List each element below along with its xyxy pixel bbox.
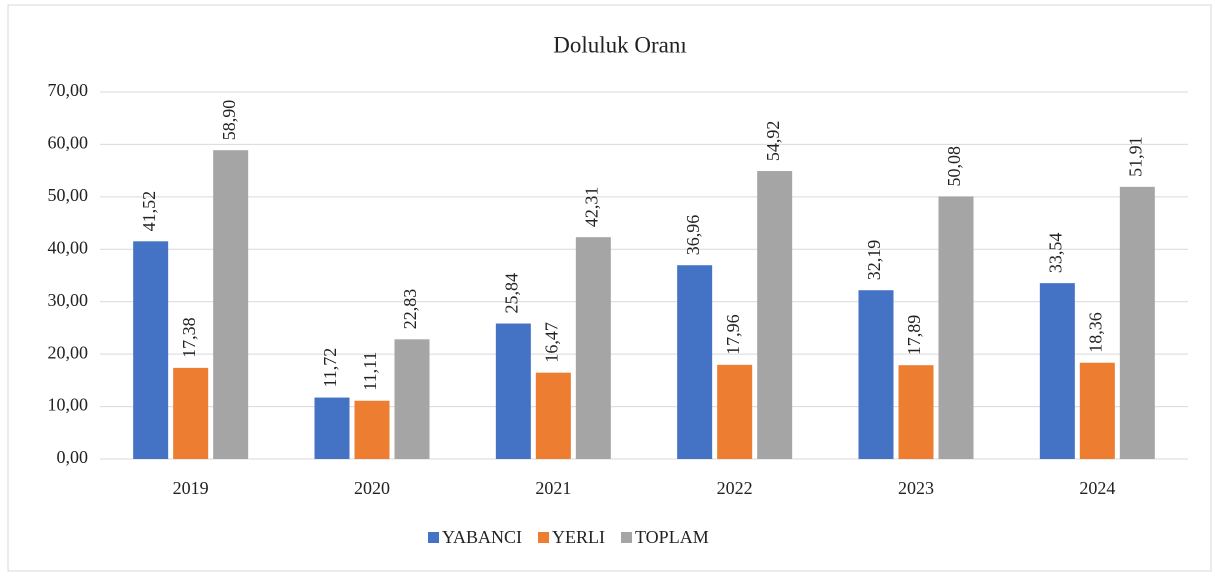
y-tick-label: 40,00	[48, 237, 89, 257]
y-tick-label: 70,00	[48, 80, 89, 100]
data-label: 17,38	[179, 317, 199, 358]
bar	[898, 365, 934, 459]
data-label: 11,72	[320, 348, 340, 388]
data-label: 36,96	[683, 215, 703, 256]
chart-title: Doluluk Oranı	[553, 32, 687, 57]
bar	[1039, 283, 1075, 459]
data-label: 41,52	[139, 191, 159, 232]
bar	[858, 290, 894, 459]
y-tick-label: 0,00	[57, 447, 89, 467]
x-tick-label: 2024	[1079, 478, 1115, 498]
bar	[314, 397, 350, 459]
data-label: 51,91	[1125, 136, 1145, 177]
bar	[757, 171, 793, 459]
data-label: 25,84	[501, 273, 521, 314]
y-tick-label: 10,00	[48, 395, 89, 415]
bar	[495, 323, 531, 459]
bar	[354, 400, 390, 459]
x-tick-label: 2019	[173, 478, 209, 498]
data-label: 16,47	[541, 322, 561, 363]
data-label: 33,54	[1045, 233, 1065, 274]
y-tick-label: 50,00	[48, 185, 89, 205]
y-tick-label: 60,00	[48, 133, 89, 153]
bar	[535, 372, 571, 459]
legend-label: TOPLAM	[635, 527, 709, 547]
bar	[1079, 362, 1115, 459]
data-label: 17,96	[723, 314, 743, 355]
data-label: 17,89	[904, 315, 924, 356]
data-label: 22,83	[400, 289, 420, 330]
bar	[575, 237, 611, 459]
data-label: 54,92	[763, 121, 783, 162]
bar	[938, 196, 974, 459]
data-label: 32,19	[864, 240, 884, 281]
bar	[394, 339, 430, 459]
legend-swatch	[428, 532, 439, 543]
y-tick-label: 20,00	[48, 342, 89, 362]
data-label: 50,08	[944, 146, 964, 187]
bar	[213, 150, 249, 459]
data-label: 18,36	[1085, 312, 1105, 353]
x-tick-label: 2020	[354, 478, 390, 498]
bar	[133, 241, 169, 459]
x-tick-label: 2022	[717, 478, 753, 498]
data-label: 42,31	[581, 187, 601, 228]
bar	[173, 367, 209, 459]
bar	[1119, 186, 1155, 459]
data-label: 58,90	[219, 100, 239, 141]
x-tick-label: 2023	[898, 478, 934, 498]
x-tick-label: 2021	[535, 478, 571, 498]
bar	[677, 265, 713, 459]
legend-label: YERLI	[552, 527, 605, 547]
legend-swatch	[621, 532, 633, 543]
y-tick-label: 30,00	[48, 290, 89, 310]
legend-label: YABANCI	[442, 527, 522, 547]
data-label: 11,11	[360, 352, 380, 391]
bar	[717, 364, 753, 459]
legend-swatch	[538, 532, 550, 543]
